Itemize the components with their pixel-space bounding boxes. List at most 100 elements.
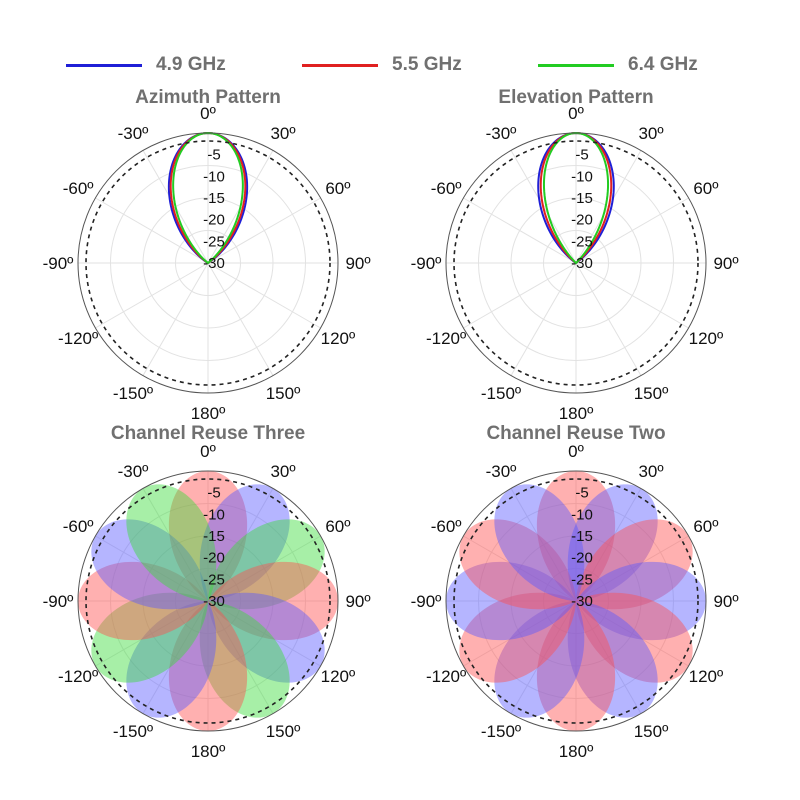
angle-label-0: 0º bbox=[568, 104, 584, 123]
radial-tick-label: -20 bbox=[203, 212, 225, 229]
beam-150deg bbox=[494, 601, 585, 718]
angle-label-0: 0º bbox=[200, 442, 216, 461]
grid-spoke-210 bbox=[510, 600, 577, 714]
angle-label-120: 120º bbox=[321, 667, 356, 686]
angle-label-120: -120º bbox=[58, 329, 98, 348]
reference-ring bbox=[85, 140, 331, 386]
beam-90deg bbox=[208, 561, 338, 641]
radial-tick-label: -10 bbox=[571, 168, 593, 185]
grid-spoke-210 bbox=[510, 262, 577, 376]
angle-label-120: 120º bbox=[689, 667, 724, 686]
polar-chart-channel-reuse-two: Channel Reuse Two -5 -10 -15 -20 -25 -30 0º 30º 6… bbox=[411, 423, 739, 761]
grid-spoke-150 bbox=[207, 262, 274, 376]
chart-title: Channel Reuse Two bbox=[486, 423, 665, 444]
radial-tick-label: -5 bbox=[207, 485, 220, 502]
angle-label-120: -120º bbox=[426, 329, 466, 348]
legend-item-6-4-ghz: 6.4 GHz bbox=[538, 48, 698, 82]
beam-30deg bbox=[126, 484, 217, 601]
angle-label-30: 30º bbox=[270, 462, 295, 481]
grid-spoke-120 bbox=[207, 600, 321, 667]
grid-spoke-30 bbox=[575, 488, 642, 602]
beam-90deg bbox=[78, 561, 208, 641]
beam-120deg bbox=[576, 592, 693, 683]
legend-label-5-5-ghz: 5.5 GHz bbox=[392, 54, 462, 75]
radial-tick-label: -15 bbox=[203, 190, 225, 207]
angle-label-120: -120º bbox=[58, 667, 98, 686]
angle-label-90: -90º bbox=[43, 254, 74, 273]
grid-spoke-120 bbox=[575, 600, 689, 667]
grid-spoke-330 bbox=[510, 488, 577, 602]
grid-spoke-240 bbox=[95, 600, 209, 667]
grid-spoke-240 bbox=[463, 600, 577, 667]
angle-label-150: 150º bbox=[266, 384, 301, 403]
angle-label-90: 90º bbox=[345, 592, 370, 611]
grid-spoke-60 bbox=[207, 535, 321, 602]
beam-180deg bbox=[168, 601, 248, 731]
radial-tick-label: -25 bbox=[203, 571, 225, 588]
legend-label-4-9-ghz: 4.9 GHz bbox=[156, 54, 226, 75]
beam-0deg bbox=[168, 471, 248, 601]
polar-chart-elevation-pattern: Elevation Pattern -5 -10 -15 -20 -25 -30 0º 30º 6… bbox=[411, 87, 739, 423]
radial-tick-label: -30 bbox=[203, 593, 225, 610]
grid-spoke-150 bbox=[575, 600, 642, 714]
angle-label-60: 60º bbox=[693, 179, 718, 198]
grid-spoke-120 bbox=[575, 262, 689, 329]
grid-spoke-60 bbox=[207, 197, 321, 264]
radial-tick-label: -25 bbox=[571, 233, 593, 250]
radial-tick-label: -15 bbox=[203, 528, 225, 545]
legend-item-5-5-ghz: 5.5 GHz bbox=[302, 48, 462, 82]
angle-label-30: -30º bbox=[486, 462, 517, 481]
angle-label-60: 60º bbox=[325, 179, 350, 198]
radial-tick-label: -30 bbox=[571, 593, 593, 610]
angle-label-60: -60º bbox=[431, 517, 462, 536]
radial-tick-label: -10 bbox=[203, 506, 225, 523]
angle-label-120: 120º bbox=[689, 329, 724, 348]
beam-60deg bbox=[208, 519, 325, 610]
angle-label-90: 90º bbox=[345, 254, 370, 273]
beam-30deg bbox=[567, 484, 658, 601]
legend-item-4-9-ghz: 4.9 GHz bbox=[66, 48, 226, 82]
angle-label-180: 180º bbox=[191, 742, 226, 761]
angle-label-30: -30º bbox=[486, 124, 517, 143]
radial-tick-label: -30 bbox=[571, 255, 593, 272]
angle-label-30: 30º bbox=[638, 462, 663, 481]
grid-spoke-30 bbox=[207, 488, 274, 602]
angle-label-60: -60º bbox=[431, 179, 462, 198]
radial-tick-label: -20 bbox=[571, 550, 593, 567]
beam-60deg bbox=[459, 519, 576, 610]
reference-ring bbox=[453, 478, 699, 724]
angle-label-30: 30º bbox=[638, 124, 663, 143]
radial-tick-label: -25 bbox=[571, 571, 593, 588]
radial-tick-label: -10 bbox=[203, 168, 225, 185]
angle-label-90: 90º bbox=[713, 592, 738, 611]
outer-ring bbox=[445, 132, 707, 394]
angle-label-60: -60º bbox=[63, 517, 94, 536]
grid-spoke-330 bbox=[142, 488, 209, 602]
radial-tick-label: -30 bbox=[203, 255, 225, 272]
angle-label-30: -30º bbox=[118, 124, 149, 143]
outer-ring bbox=[77, 470, 339, 732]
radial-tick-label: -15 bbox=[571, 190, 593, 207]
chart-title: Elevation Pattern bbox=[498, 87, 653, 108]
chart-title: Azimuth Pattern bbox=[135, 87, 281, 108]
grid-spoke-300 bbox=[463, 197, 577, 264]
angle-label-150: -150º bbox=[113, 384, 153, 403]
beam-120deg bbox=[208, 592, 325, 683]
angle-label-150: -150º bbox=[481, 384, 521, 403]
angle-label-120: 120º bbox=[321, 329, 356, 348]
legend-label-6-4-ghz: 6.4 GHz bbox=[628, 54, 698, 75]
grid-spoke-300 bbox=[95, 535, 209, 602]
angle-label-120: -120º bbox=[426, 667, 466, 686]
angle-label-150: 150º bbox=[634, 722, 669, 741]
radial-tick-label: -15 bbox=[571, 528, 593, 545]
radial-tick-label: -5 bbox=[575, 147, 588, 164]
beam-60deg bbox=[91, 519, 208, 610]
radial-tick-label: -5 bbox=[207, 147, 220, 164]
angle-label-150: -150º bbox=[113, 722, 153, 741]
angle-label-0: 0º bbox=[200, 104, 216, 123]
outer-ring bbox=[445, 470, 707, 732]
angle-label-150: 150º bbox=[266, 722, 301, 741]
grid-spoke-240 bbox=[463, 262, 577, 329]
angle-label-0: 0º bbox=[568, 442, 584, 461]
beam-30deg bbox=[494, 484, 585, 601]
